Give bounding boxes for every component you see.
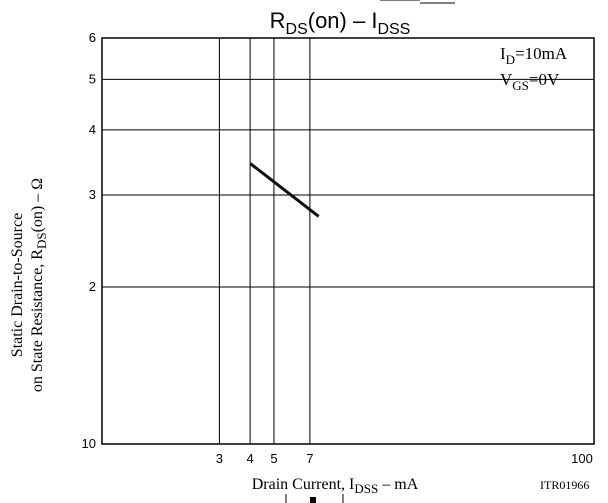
- x-tick-label: 4: [246, 451, 253, 466]
- grid: [102, 38, 594, 444]
- x-tick-label: 7: [306, 451, 313, 466]
- conditions-legend: ID=10mA VGS=0V: [500, 44, 568, 93]
- y-tick-label: 2: [89, 279, 96, 294]
- svg-text:Static Drain-to-Source: Static Drain-to-Source: [9, 213, 26, 357]
- series-line: [249, 162, 320, 218]
- plot-frame: [101, 37, 595, 445]
- y-tick-label: 6: [89, 30, 96, 45]
- x-tick-labels: 3 4 5 7 100: [216, 451, 593, 466]
- y-tick-label: 3: [89, 187, 96, 202]
- condition-vgs: VGS=0V: [500, 70, 560, 93]
- svg-text:on State Resistance, RDS(on): on State Resistance, RDS(on) – Ω: [29, 178, 49, 392]
- y-tick-label: 5: [89, 71, 96, 86]
- y-axis-label: Static Drain-to-Source on State Resistan…: [9, 178, 49, 392]
- y-tick-labels: 10 2 3 4 5 6: [82, 30, 96, 451]
- x-tick-label: 3: [216, 451, 223, 466]
- condition-id: ID=10mA: [500, 44, 568, 67]
- series: [249, 162, 320, 218]
- cropped-footer-remnant: [285, 494, 344, 503]
- cropped-header-remnant: [380, 0, 455, 4]
- y-tick-label: 10: [82, 436, 96, 451]
- chart-title: RDS(on) – IDSS: [270, 8, 411, 38]
- y-tick-label: 4: [89, 122, 96, 137]
- figure-code: ITR01966: [540, 478, 589, 492]
- x-tick-label: 100: [571, 451, 593, 466]
- x-axis-label: Drain Current, IDSS – mA: [252, 476, 419, 496]
- x-tick-label: 5: [270, 451, 277, 466]
